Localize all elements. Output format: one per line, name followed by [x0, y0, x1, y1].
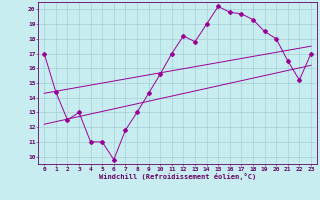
- X-axis label: Windchill (Refroidissement éolien,°C): Windchill (Refroidissement éolien,°C): [99, 173, 256, 180]
